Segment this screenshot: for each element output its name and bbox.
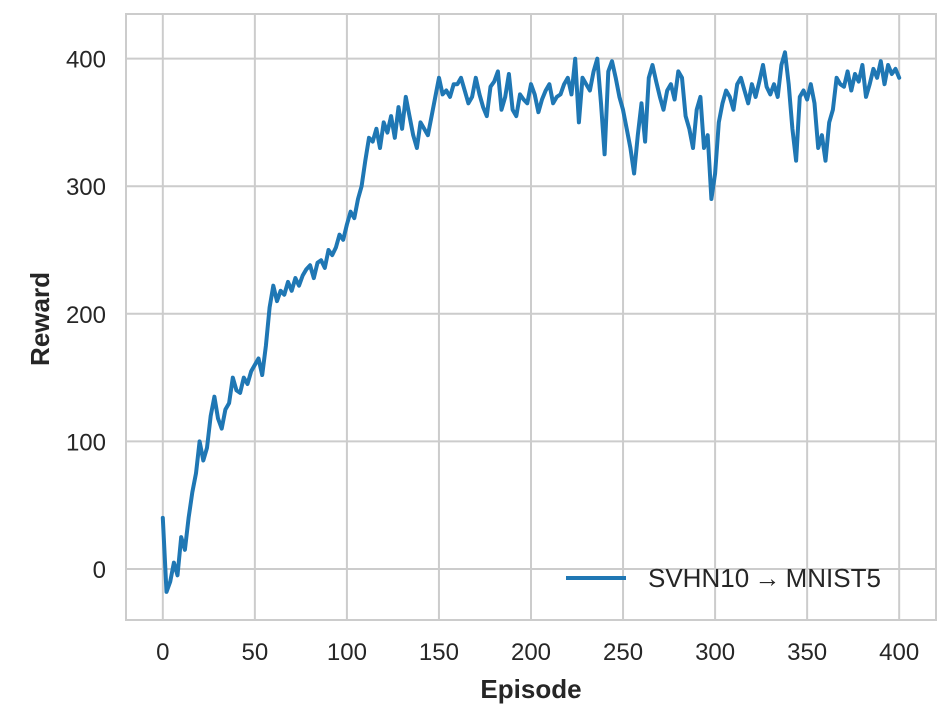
horizontal-gridlines bbox=[126, 57, 936, 570]
y-axis-title: Reward bbox=[25, 272, 55, 366]
x-tick-label-200: 200 bbox=[511, 639, 551, 666]
x-tick-label-300: 300 bbox=[695, 639, 735, 666]
y-tick-label-100: 100 bbox=[66, 429, 106, 456]
y-tick-label-0: 0 bbox=[93, 557, 106, 584]
x-tick-label-0: 0 bbox=[156, 639, 169, 666]
legend: SVHN10 → MNIST5 bbox=[566, 563, 881, 593]
x-tick-labels: 0 50 100 150 200 250 300 350 400 bbox=[156, 639, 919, 666]
x-tick-label-400: 400 bbox=[879, 639, 919, 666]
x-tick-label-250: 250 bbox=[603, 639, 643, 666]
series-line-0 bbox=[160, 50, 902, 594]
x-tick-label-150: 150 bbox=[419, 639, 459, 666]
x-axis-title: Episode bbox=[480, 674, 581, 704]
legend-label: SVHN10 → MNIST5 bbox=[648, 563, 881, 593]
series-layer bbox=[160, 50, 902, 594]
x-tick-label-50: 50 bbox=[242, 639, 269, 666]
x-tick-label-350: 350 bbox=[787, 639, 827, 666]
y-tick-label-300: 300 bbox=[66, 174, 106, 201]
y-tick-labels: 0 100 200 300 400 bbox=[66, 47, 106, 584]
x-tick-label-100: 100 bbox=[327, 639, 367, 666]
plot-frame bbox=[125, 13, 937, 621]
y-tick-label-400: 400 bbox=[66, 47, 106, 74]
y-tick-label-200: 200 bbox=[66, 302, 106, 329]
